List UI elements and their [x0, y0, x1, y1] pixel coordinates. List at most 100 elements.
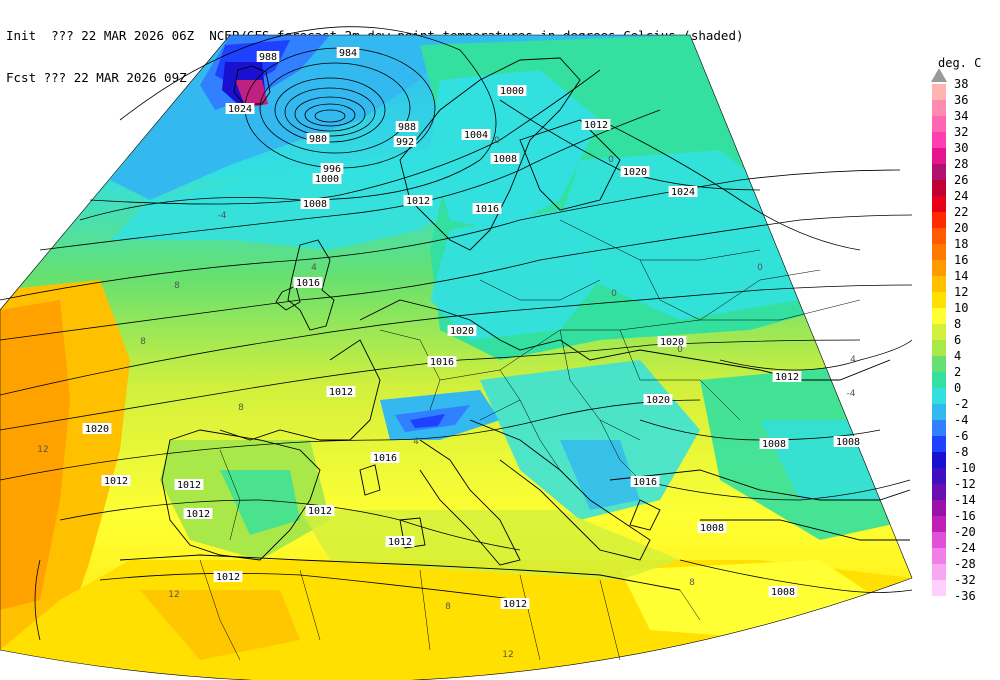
dewpoint-label: 8: [445, 602, 451, 612]
dewpoint-label: 8: [174, 281, 180, 291]
isobar-label: 1008: [493, 154, 517, 165]
legend-swatch: [932, 324, 946, 340]
legend-swatch: [932, 356, 946, 372]
isobar-label: 996: [323, 164, 341, 175]
isobar-label: 1020: [450, 326, 474, 337]
isobars: [0, 26, 913, 641]
isobar-label: 1012: [104, 476, 128, 487]
legend-swatch: [932, 468, 946, 484]
dewpoint-label: 12: [37, 445, 48, 455]
legend-label: 26: [954, 173, 969, 187]
legend-label: 24: [954, 189, 969, 203]
isobar-label-bg: [833, 436, 863, 447]
isobar-label-bg: [630, 476, 660, 487]
legend-swatch: [932, 212, 946, 228]
dewpoint-label: 4: [850, 355, 856, 365]
isobar-label: 984: [339, 48, 357, 59]
isobar-label: 1012: [216, 572, 240, 583]
legend-label: 32: [954, 125, 969, 139]
dewpoint-label: 0: [757, 263, 763, 273]
legend-label: 28: [954, 157, 969, 171]
legend-swatch: [932, 244, 946, 260]
legend-swatch: [932, 500, 946, 516]
isobar-label: 1012: [186, 509, 210, 520]
legend-label: 34: [954, 109, 969, 123]
dewpoint-label: 8: [140, 337, 146, 347]
isobar-label: 1016: [373, 453, 397, 464]
legend-swatch: [932, 404, 946, 420]
isobar-label-bg: [326, 386, 356, 397]
isobar-label: 1020: [660, 337, 684, 348]
isobar-label-bg: [183, 508, 213, 519]
legend-swatch: [932, 292, 946, 308]
legend-swatch: [932, 148, 946, 164]
isobar-label: 1024: [671, 187, 695, 198]
isobar-label-bg: [657, 336, 687, 347]
legend-label: 4: [954, 349, 962, 363]
isobar-label: 1012: [308, 506, 332, 517]
isobar-label-bg: [395, 121, 419, 132]
dewpoint-label: 12: [168, 590, 179, 600]
isobar-label: 1012: [503, 599, 527, 610]
isobar-label: 1024: [228, 104, 252, 115]
isobar-label-bg: [225, 103, 255, 114]
legend-swatch: [932, 580, 946, 596]
isobar-label: 1008: [836, 437, 860, 448]
legend-swatch: [932, 484, 946, 500]
dewpoint-label: 4: [413, 437, 419, 447]
isobar-label: 1020: [623, 167, 647, 178]
isobar-label: 1008: [700, 523, 724, 534]
dewpoint-label: -4: [847, 389, 856, 399]
legend-swatch: [932, 340, 946, 356]
isobar-label: 1012: [406, 196, 430, 207]
legend-label: 22: [954, 205, 969, 219]
legend-swatch: [932, 228, 946, 244]
legend-swatch: [932, 100, 946, 116]
legend-swatch: [932, 388, 946, 404]
legend-label: 18: [954, 237, 969, 251]
isobar-label-bg: [447, 325, 477, 336]
isobar-label: 1012: [177, 480, 201, 491]
legend-label: 8: [954, 317, 962, 331]
dewpoint-label: 4: [311, 263, 317, 273]
isobar-label-bg: [461, 129, 491, 140]
isobar-label-bg: [385, 536, 415, 547]
isobar-label-bg: [312, 173, 342, 184]
shaded-field: [0, 35, 912, 680]
isobar-label: 1012: [775, 372, 799, 383]
isobar-label-bg: [101, 475, 131, 486]
legend-swatch: [932, 452, 946, 468]
dewpoint-label: 0: [677, 345, 683, 355]
isobar-label-bg: [768, 586, 798, 597]
isobar-label-bg: [697, 522, 727, 533]
isobar-label-bg: [620, 166, 650, 177]
isobar-label-bg: [393, 136, 417, 147]
isobar-label-bg: [497, 85, 527, 96]
isobar-label: 988: [398, 122, 416, 133]
legend-swatch: [932, 548, 946, 564]
legend-label: 20: [954, 221, 969, 235]
isobar-label: 1016: [296, 278, 320, 289]
isobar-label-bg: [82, 423, 112, 434]
legend-swatch: [932, 276, 946, 292]
legend-label: 12: [954, 285, 969, 299]
legend-label: -6: [954, 429, 969, 443]
borders: [199, 219, 861, 661]
isobar-label: 1000: [500, 86, 524, 97]
legend-label: 30: [954, 141, 969, 155]
dewpoint-label: 0: [494, 136, 500, 146]
isobar-label: 980: [309, 134, 327, 145]
isobar-label-bg: [490, 153, 520, 164]
isobar-label: 1016: [475, 204, 499, 215]
legend-label: 16: [954, 253, 969, 267]
isobar-label-bg: [472, 203, 502, 214]
dewpoint-label: 12: [502, 650, 513, 660]
isobar-label: 1012: [329, 387, 353, 398]
isobar-label-bg: [300, 198, 330, 209]
legend-swatch: [932, 84, 946, 100]
isobar-label-bg: [306, 133, 330, 144]
color-legend: deg. C 38 36 34 32 30 28 26 24 22 20 18 16 14 12 10 8 6 4…: [928, 56, 994, 616]
isobar-label: 988: [259, 52, 277, 63]
legend-label: -32: [954, 573, 976, 587]
isobar-label-bg: [213, 571, 243, 582]
